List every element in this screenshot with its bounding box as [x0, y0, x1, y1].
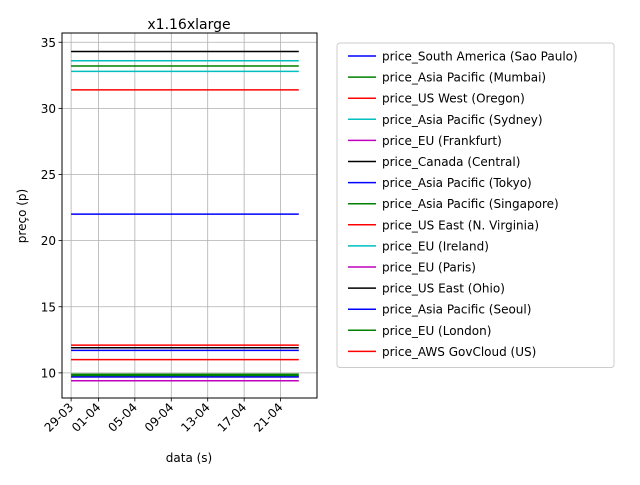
- legend-label: price_South America (Sao Paulo): [382, 50, 578, 64]
- plot-frame: [61, 32, 318, 399]
- legend-label: price_Asia Pacific (Tokyo): [382, 176, 532, 190]
- grid: [62, 33, 317, 398]
- y-axis-label: preço (p): [15, 189, 29, 243]
- y-tick-label: 15: [41, 300, 56, 314]
- y-tick-label: 10: [41, 366, 56, 380]
- y-tick-label: 30: [41, 102, 56, 116]
- legend-frame: [336, 42, 615, 368]
- y-tick-label: 35: [41, 36, 56, 50]
- y-axis: 10 15 20 25 30 35: [41, 36, 62, 380]
- legend-label: price_Asia Pacific (Seoul): [382, 303, 531, 317]
- y-tick-label: 25: [41, 168, 56, 182]
- legend-label: price_EU (London): [382, 324, 491, 338]
- legend-label: price_EU (Ireland): [382, 239, 489, 253]
- legend-label: price_US West (Oregon): [382, 92, 525, 106]
- legend-label: price_Asia Pacific (Singapore): [382, 197, 559, 211]
- legend-label: price_EU (Frankfurt): [382, 134, 502, 148]
- chart-title: x1.16xlarge: [147, 17, 230, 33]
- legend: price_South America (Sao Paulo) price_Asi…: [336, 42, 615, 368]
- y-tick-label: 20: [41, 234, 56, 248]
- legend-label: price_Asia Pacific (Mumbai): [382, 71, 546, 85]
- x-axis-label: data (s): [166, 451, 212, 465]
- series-lines: [71, 50, 299, 382]
- legend-label: price_EU (Paris): [382, 261, 476, 275]
- legend-label: price_US East (N. Virginia): [382, 218, 539, 232]
- legend-label: price_Asia Pacific (Sydney): [382, 113, 543, 127]
- legend-label: price_Canada (Central): [382, 155, 520, 169]
- legend-label: price_US East (Ohio): [382, 282, 505, 296]
- legend-label: price_AWS GovCloud (US): [382, 345, 536, 359]
